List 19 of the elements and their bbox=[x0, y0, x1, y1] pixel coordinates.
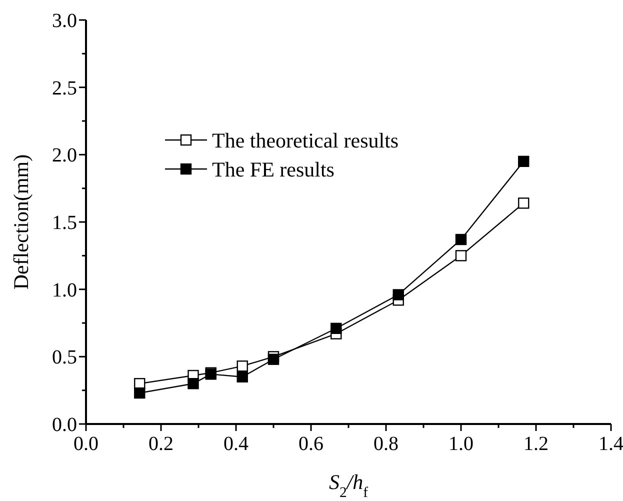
x-tick-label: 0.8 bbox=[374, 433, 398, 455]
y-tick-label: 0.5 bbox=[52, 346, 77, 369]
legend-label: The theoretical results bbox=[212, 128, 399, 152]
x-tick-label: 0.2 bbox=[148, 433, 174, 455]
x-tick-label: 0.6 bbox=[298, 433, 324, 455]
x-tick-label: 0.0 bbox=[74, 433, 98, 455]
x-tick-label: 0.4 bbox=[224, 433, 248, 455]
y-tick-label: 3.0 bbox=[52, 10, 77, 32]
x-axis-title: S$_{2}$/h$_{f}$ bbox=[328, 470, 368, 501]
y-axis-title: Deflection(mm) bbox=[9, 154, 33, 290]
y-tick-label: 1.5 bbox=[52, 212, 77, 234]
y-tick-label: 0.0 bbox=[52, 414, 77, 436]
y-tick-label: 1.0 bbox=[52, 279, 77, 302]
x-tick-label: 1.4 bbox=[598, 433, 623, 455]
legend-label: The FE results bbox=[212, 157, 334, 182]
y-tick-label: 2.0 bbox=[52, 144, 77, 167]
x-tick-label: 1.0 bbox=[448, 433, 474, 455]
x-tick-label: 1.2 bbox=[524, 433, 548, 455]
y-tick-label: 2.5 bbox=[52, 77, 77, 100]
